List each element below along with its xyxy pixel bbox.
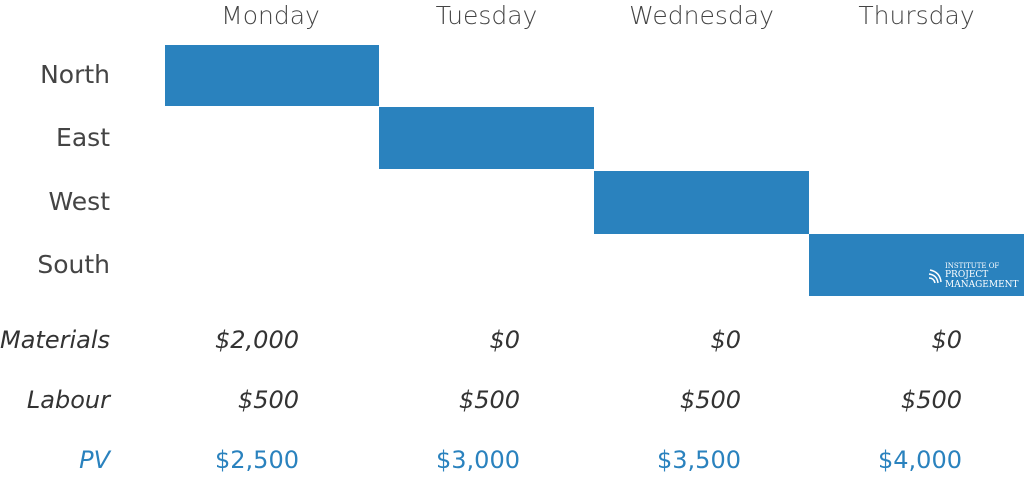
bar-south-thursday [809, 234, 1024, 296]
materials-value: $2,000 [215, 326, 299, 354]
region-label-west: West [48, 187, 110, 216]
pv-value: $4,000 [878, 446, 962, 474]
bar-west-wednesday [594, 171, 809, 234]
region-label-north: North [40, 60, 110, 89]
day-header-tuesday: Tuesday [435, 1, 538, 30]
region-label-south: South [37, 250, 110, 279]
logo-text: PROJECT [945, 270, 989, 280]
labour-value: $500 [900, 386, 962, 414]
materials-value: $0 [489, 326, 520, 354]
materials-value: $0 [710, 326, 741, 354]
day-header-thursday: Thursday [858, 1, 975, 30]
region-label-east: East [56, 123, 110, 152]
pv-value: $2,500 [215, 446, 299, 474]
bar-north-monday [165, 45, 379, 106]
labour-value: $500 [679, 386, 741, 414]
materials-value: $0 [931, 326, 962, 354]
pv-value: $3,500 [657, 446, 741, 474]
logo-text: INSTITUTE OF [945, 262, 1000, 270]
bar-east-tuesday [379, 107, 594, 169]
logo-emblem-icon [928, 269, 942, 284]
logo-text: MANAGEMENT [945, 280, 1019, 290]
day-header-wednesday: Wednesday [629, 1, 774, 30]
pv-value: $3,000 [436, 446, 520, 474]
ipm-logo: INSTITUTE OF PROJECT MANAGEMENT [928, 262, 1019, 290]
labour-label: Labour [26, 386, 110, 414]
pv-label: PV [79, 446, 110, 474]
day-header-monday: Monday [221, 1, 320, 30]
labour-value: $500 [237, 386, 299, 414]
labour-value: $500 [458, 386, 520, 414]
materials-label: Materials [0, 326, 111, 354]
